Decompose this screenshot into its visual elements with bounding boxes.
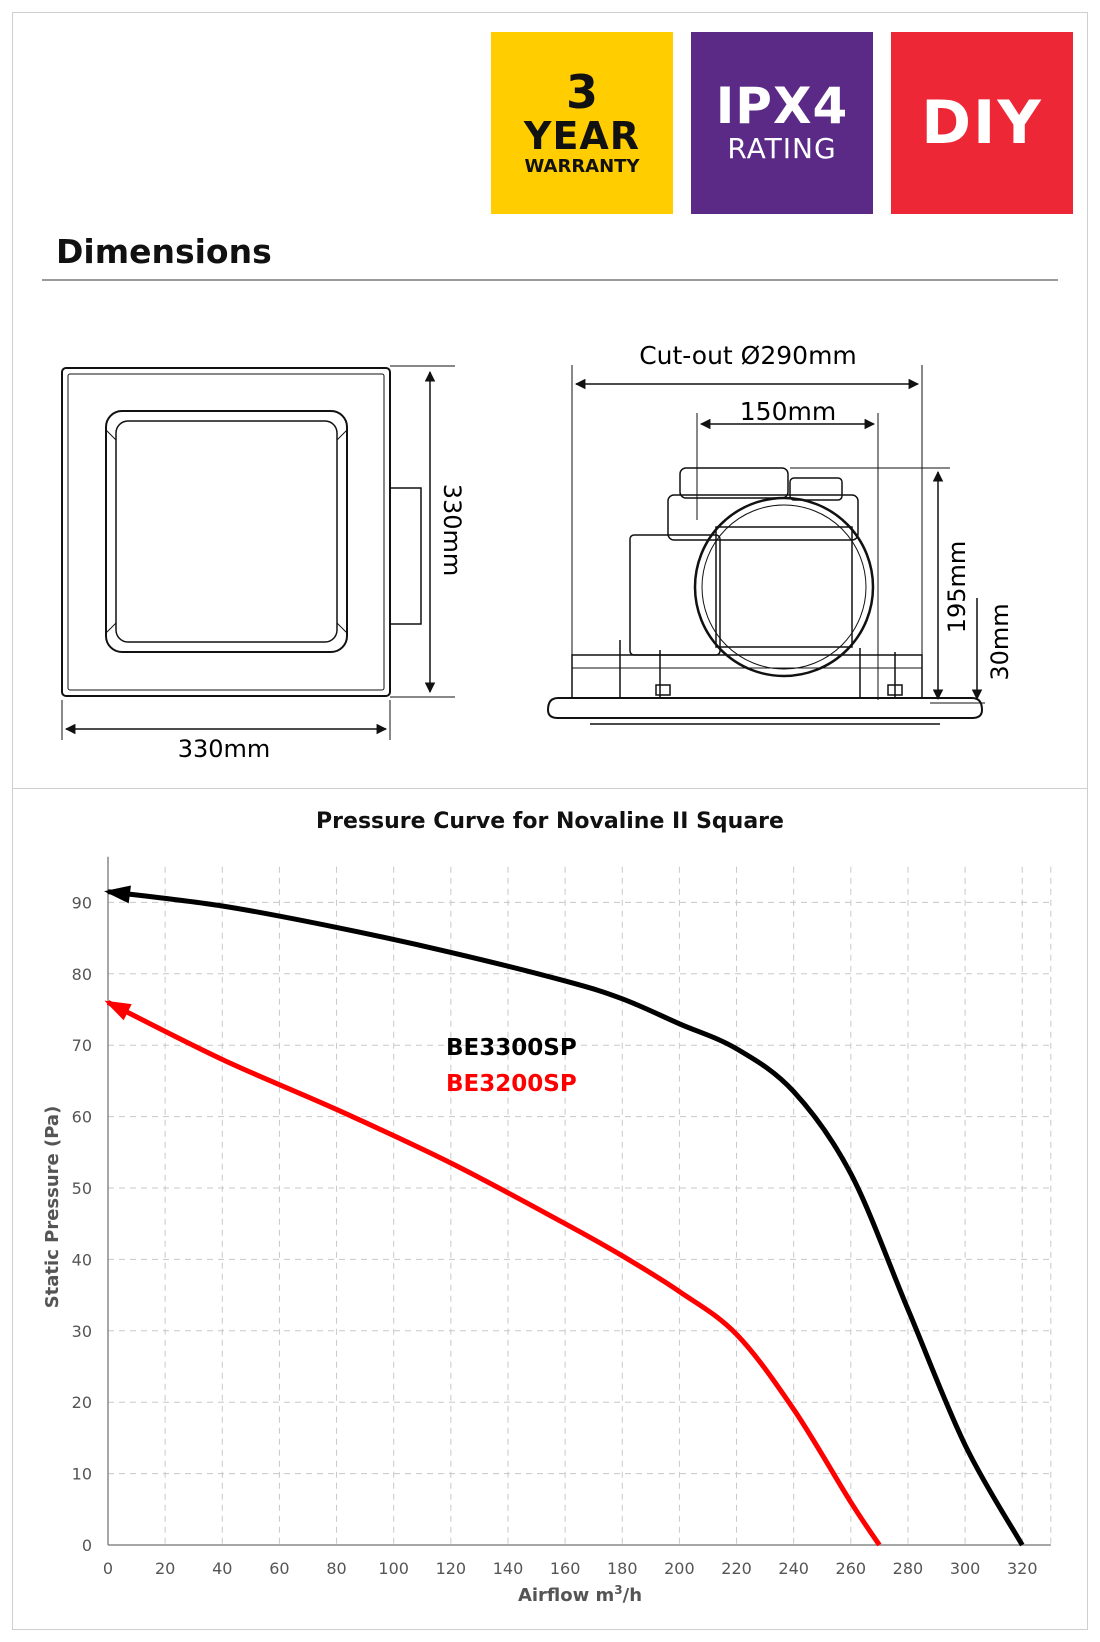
rating-label: RATING [727, 132, 837, 165]
side-view-drawing [546, 365, 985, 725]
diy-badge: DIY [891, 32, 1073, 214]
chart-title: Pressure Curve for Novaline II Square [316, 809, 784, 834]
dimension-drawings: 330mm 330mm Cut-out Ø290mm 150mm 195mm 3… [61, 341, 1014, 763]
x-tick-label: 320 [1007, 1559, 1038, 1578]
body-height-label: 195mm [943, 541, 971, 634]
y-tick-label: 0 [82, 1536, 92, 1555]
x-tick-label: 280 [893, 1559, 924, 1578]
warranty-year-word: YEAR [523, 114, 641, 158]
x-tick-label: 100 [378, 1559, 409, 1578]
series-arrowhead-be3200sp [104, 1000, 132, 1021]
section-divider [12, 788, 1088, 789]
y-tick-label: 90 [72, 893, 92, 912]
x-tick-label: 80 [326, 1559, 346, 1578]
warranty-label: WARRANTY [524, 156, 640, 177]
x-tick-label: 0 [103, 1559, 113, 1578]
grille-height-label: 30mm [986, 603, 1014, 680]
x-tick-label: 140 [493, 1559, 524, 1578]
warranty-years: 3 [565, 65, 598, 119]
series-line-be3300sp [107, 889, 1025, 1547]
legend-be3200sp: BE3200SP [446, 1071, 577, 1097]
ipx-code: IPX4 [715, 77, 849, 135]
y-tick-label: 30 [72, 1322, 92, 1341]
x-tick-label: 120 [436, 1559, 467, 1578]
series-line-be3200sp [106, 1000, 882, 1547]
x-tick-label: 160 [550, 1559, 581, 1578]
series-arrowhead-be3300sp [104, 885, 131, 904]
front-height-label: 330mm [438, 484, 466, 577]
chart-gridlines [108, 866, 1052, 1545]
y-tick-label: 20 [72, 1393, 92, 1412]
y-axis-label: Static Pressure (Pa) [42, 1106, 63, 1309]
x-tick-labels: 0 20 40 60 80 100 120 140 160 180 200 220 240 260 280 3… [103, 1559, 1038, 1578]
front-view-drawing [61, 365, 455, 740]
y-tick-label: 70 [72, 1036, 92, 1055]
x-tick-label: 300 [950, 1559, 981, 1578]
x-tick-label: 260 [836, 1559, 867, 1578]
heading-rule [42, 279, 1058, 281]
dimensions-heading: Dimensions [56, 232, 272, 271]
x-tick-label: 40 [212, 1559, 232, 1578]
chart-series [104, 885, 1025, 1547]
spigot-label: 150mm [740, 397, 836, 426]
cutout-label: Cut-out Ø290mm [639, 341, 857, 370]
x-tick-label: 200 [664, 1559, 695, 1578]
page-frame [12, 12, 1088, 1630]
x-tick-label: 240 [778, 1559, 809, 1578]
pressure-curve-chart: Pressure Curve for Novaline II Square 0 2… [42, 809, 1052, 1606]
y-tick-label: 80 [72, 965, 92, 984]
x-tick-label: 220 [721, 1559, 752, 1578]
diy-label: DIY [921, 88, 1043, 158]
y-tick-labels: 0 10 20 30 40 50 60 70 80 90 [72, 893, 92, 1555]
front-width-label: 330mm [178, 735, 271, 763]
y-tick-label: 60 [72, 1108, 92, 1127]
x-tick-label: 60 [269, 1559, 289, 1578]
ipx-rating-badge: IPX4 RATING [691, 32, 873, 214]
x-tick-label: 180 [607, 1559, 638, 1578]
x-axis-label: Airflow m3/h [518, 1583, 642, 1606]
warranty-badge: 3 YEAR WARRANTY [491, 32, 673, 214]
legend-be3300sp: BE3300SP [446, 1035, 577, 1061]
y-tick-label: 40 [72, 1250, 92, 1269]
y-tick-label: 50 [72, 1179, 92, 1198]
y-tick-label: 10 [72, 1465, 92, 1484]
chart-axes [107, 856, 1051, 1546]
x-tick-label: 20 [155, 1559, 175, 1578]
